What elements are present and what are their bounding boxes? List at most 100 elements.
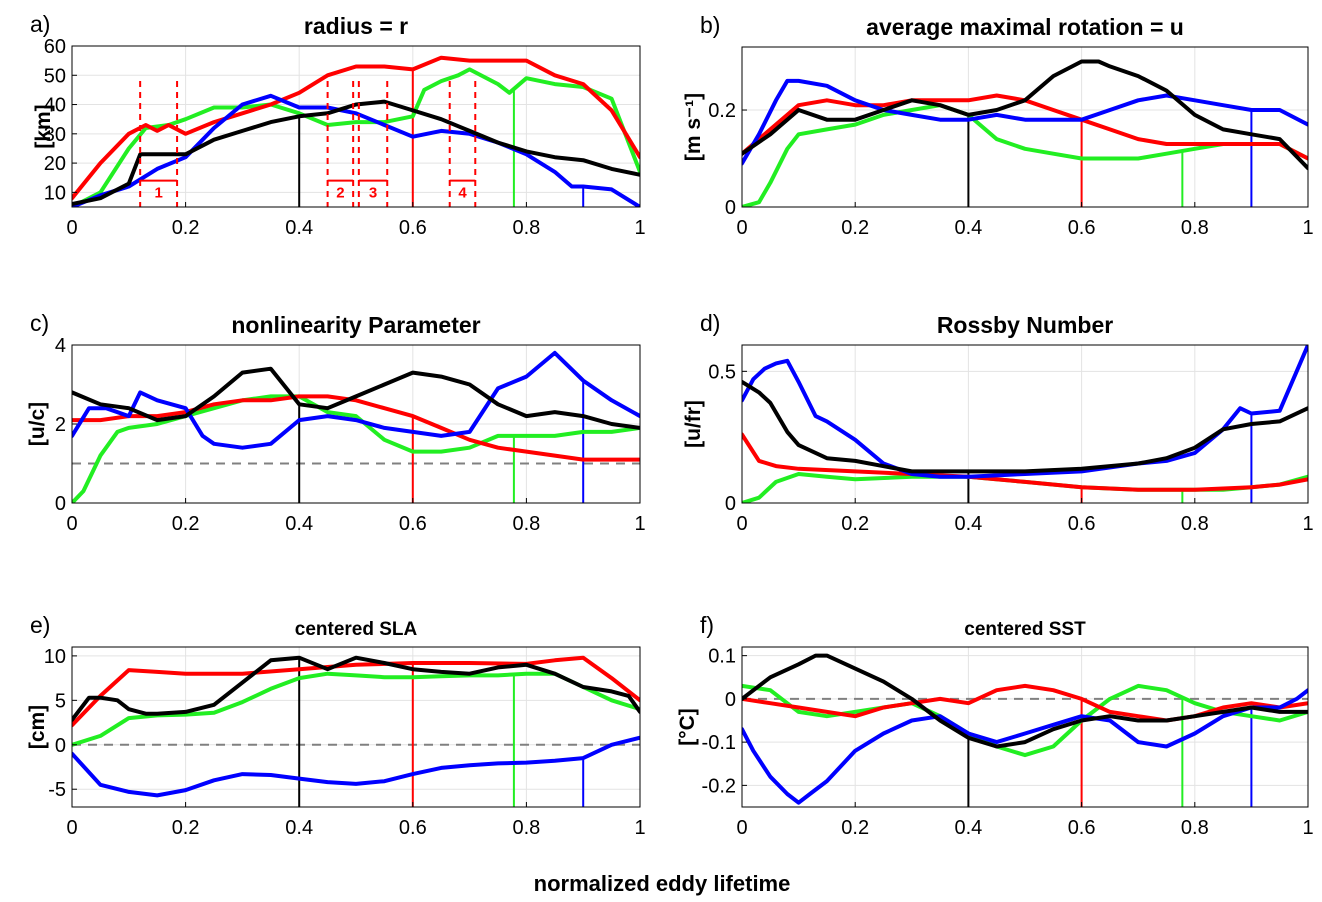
y-axis-label: [°C] <box>676 708 699 746</box>
x-tick-label: 1 <box>1302 513 1313 535</box>
y-axis-label: [km] <box>32 104 55 148</box>
series-line-blue <box>742 78 1308 166</box>
y-axis-label: [cm] <box>26 705 49 749</box>
plot-frame <box>741 344 1309 504</box>
segment-label: 3 <box>369 184 377 201</box>
x-tick-label: 0.4 <box>954 817 982 839</box>
x-tick-label: 0 <box>66 217 77 239</box>
y-tick-label: -0.1 <box>702 732 736 754</box>
plot-frame <box>741 646 1309 808</box>
y-tick-label: 4 <box>55 335 66 357</box>
plot-data <box>72 55 640 207</box>
series-line-red <box>72 394 640 462</box>
x-tick-label: 0.6 <box>1068 513 1096 535</box>
series-line-black <box>742 59 1308 171</box>
x-tick-label: 0.2 <box>841 513 869 535</box>
y-tick-label: 0 <box>725 197 736 219</box>
x-tick-label: 0.6 <box>399 217 427 239</box>
x-tick-label: 0 <box>66 817 77 839</box>
y-tick-label: 0 <box>725 493 736 515</box>
figure-xlabel: normalized eddy lifetime <box>534 871 791 896</box>
x-tick-label: 0.6 <box>399 513 427 535</box>
y-tick-label: 0.1 <box>708 646 736 668</box>
y-tick-label: 0 <box>55 735 66 757</box>
panel-b: 0 0.2 0.4 0.6 0.8 1 0 0.2 average maximal rotati… <box>682 12 1314 239</box>
series-line-red <box>742 683 1308 723</box>
y-tick-label: 30 <box>44 124 66 146</box>
plot-frame <box>741 46 1309 208</box>
y-tick-label: -0.2 <box>702 775 736 797</box>
y-tick-label: 40 <box>44 95 66 117</box>
x-tick-label: 0 <box>736 217 747 239</box>
x-tick-label: 0.6 <box>399 817 427 839</box>
panel-letter: e) <box>30 612 50 638</box>
panel-letter: b) <box>700 12 720 38</box>
y-tick-label: 0.2 <box>708 100 736 122</box>
segment-label: 4 <box>458 184 467 201</box>
plot-data <box>742 59 1308 207</box>
y-axis-label: [u/fr] <box>682 400 705 448</box>
x-tick-label: 1 <box>634 817 645 839</box>
series-line-blue <box>72 735 640 798</box>
series-line-blue <box>742 345 1308 479</box>
x-tick-label: 0.2 <box>172 513 200 535</box>
panel-c: 0 0.2 0.4 0.6 0.8 1 0 2 4 nonlinearity Parameter c… <box>26 310 646 535</box>
x-tick-label: 1 <box>634 217 645 239</box>
x-tick-label: 0.4 <box>954 513 982 535</box>
plot-frame <box>71 45 641 208</box>
x-tick-label: 1 <box>1302 217 1313 239</box>
y-axis-label: [m s⁻¹] <box>682 93 705 161</box>
y-tick-label: 60 <box>44 36 66 58</box>
x-tick-label: 0.8 <box>1181 817 1209 839</box>
panel-title: nonlinearity Parameter <box>231 312 480 338</box>
y-tick-label: 50 <box>44 65 66 87</box>
y-tick-label: 0.5 <box>708 361 736 383</box>
plot-data <box>742 653 1308 807</box>
panel-title: centered SST <box>964 619 1086 640</box>
x-tick-label: 0.8 <box>1181 513 1209 535</box>
x-tick-label: 0.8 <box>512 513 540 535</box>
series-line-green <box>72 671 640 747</box>
y-tick-label: 20 <box>44 153 66 175</box>
panel-d: 0 0.2 0.4 0.6 0.8 1 0 0.5 Rossby Number d) [u/fr] <box>682 310 1314 535</box>
series-line-red <box>72 655 640 728</box>
x-tick-label: 0 <box>66 513 77 535</box>
panel-f: 0 0.2 0.4 0.6 0.8 1 -0.2 -0.1 0 0.1 centered SST f)… <box>676 612 1314 839</box>
x-tick-label: 0.2 <box>172 817 200 839</box>
series-line-blue <box>742 688 1308 805</box>
x-tick-label: 0.4 <box>285 217 313 239</box>
series-line-black <box>742 379 1308 474</box>
x-tick-label: 0.4 <box>285 513 313 535</box>
x-tick-label: 0.8 <box>512 817 540 839</box>
plot-frame <box>71 646 641 808</box>
panel-title: Rossby Number <box>937 312 1113 338</box>
x-tick-label: 0.2 <box>841 217 869 239</box>
panel-title: centered SLA <box>295 619 418 640</box>
panel-title: radius = r <box>304 13 408 39</box>
panel-letter: f) <box>700 612 714 638</box>
series-line-black <box>72 366 640 430</box>
series-line-green <box>742 103 1308 207</box>
x-tick-label: 1 <box>634 513 645 535</box>
y-axis-label: [u/c] <box>26 402 49 446</box>
plot-data <box>742 345 1308 503</box>
y-tick-label: -5 <box>48 779 66 801</box>
series-line-black <box>72 655 640 722</box>
x-tick-label: 0.6 <box>1068 217 1096 239</box>
series-line-black <box>742 653 1308 749</box>
x-tick-label: 1 <box>1302 817 1313 839</box>
panel-title: average maximal rotation = u <box>866 14 1184 40</box>
y-tick-label: 10 <box>44 646 66 668</box>
series-line-black <box>72 99 640 207</box>
x-tick-label: 0.2 <box>172 217 200 239</box>
y-tick-label: 2 <box>55 414 66 436</box>
segment-label: 1 <box>154 184 162 201</box>
x-tick-label: 0 <box>736 817 747 839</box>
series-line-blue <box>72 350 640 450</box>
plot-data <box>72 350 640 503</box>
x-tick-label: 0.4 <box>285 817 313 839</box>
plot-data <box>72 655 640 807</box>
